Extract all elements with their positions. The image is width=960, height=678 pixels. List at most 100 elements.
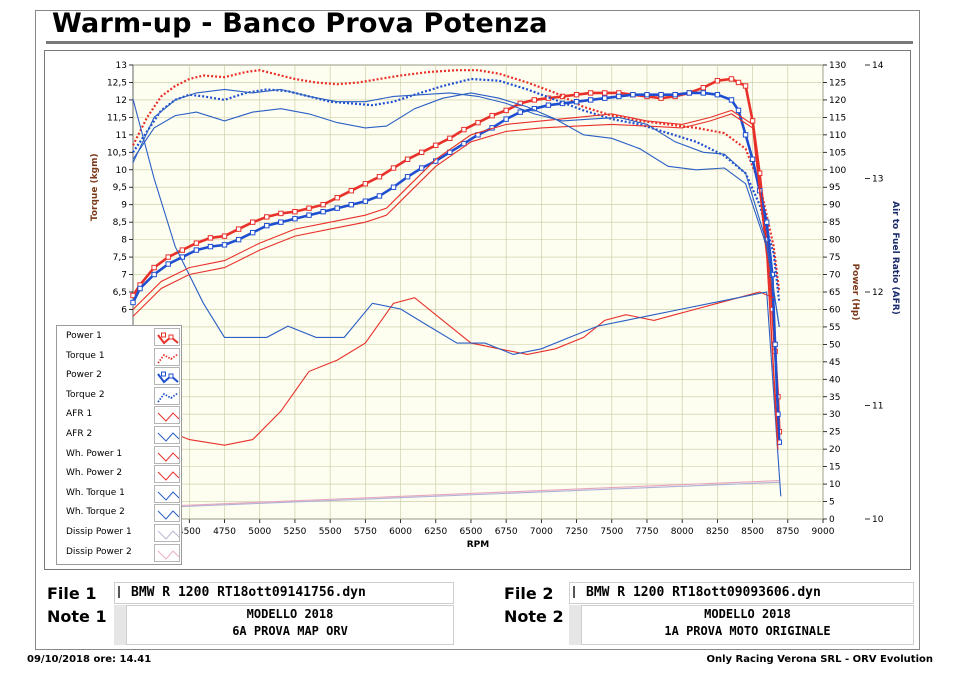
note2-line2: 1A PROVA MOTO ORIGINALE — [664, 624, 831, 638]
chart-panel: 4500 4750 5000 5250 5500 5750 6000 6250 6500 6750… — [44, 50, 911, 570]
point-power-2 — [320, 208, 326, 215]
legend-label: Wh. Torque 2 — [66, 507, 125, 518]
torque-tick-label: 9 — [121, 201, 127, 211]
x-tick-label: 5250 — [283, 527, 306, 537]
power-tick-label: 95 — [829, 183, 840, 193]
dyno-chart: 4500 4750 5000 5250 5500 5750 6000 6250 6500 6750… — [90, 61, 900, 550]
power-tick-label: 70 — [829, 271, 841, 281]
torque-tick-label: 6 — [121, 305, 127, 315]
power-tick-label: 20 — [829, 445, 841, 455]
point-power-2 — [418, 165, 425, 171]
power-tick-label: 100 — [829, 166, 846, 176]
point-power-1 — [390, 165, 397, 171]
legend-label: Dissip Power 2 — [66, 546, 132, 557]
x-tick-label: 4750 — [213, 527, 236, 537]
point-power-1 — [320, 201, 326, 208]
afr-tick-label: 13 — [872, 175, 883, 185]
point-power-1 — [749, 118, 756, 124]
power-tick-label: 115 — [829, 113, 846, 123]
point-power-2 — [137, 285, 143, 292]
legend-label: Dissip Power 1 — [66, 527, 132, 537]
x-tick-label: 7250 — [565, 527, 588, 537]
power-tick-label: 85 — [829, 218, 840, 228]
legend-label: Wh. Power 2 — [66, 468, 123, 479]
point-power-2 — [362, 198, 369, 204]
point-power-1 — [334, 195, 340, 201]
point-power-1 — [418, 149, 425, 156]
legend-swatch — [154, 445, 180, 464]
power-tick-label: 35 — [829, 393, 840, 403]
note1-line2: 6A PROVA MAP ORV — [232, 624, 348, 638]
x-tick-label: 7750 — [636, 527, 659, 537]
file1-name: BMW R 1200 RT18ott09141756.dyn — [131, 585, 366, 600]
x-tick-label: 6750 — [495, 527, 518, 537]
power-tick-label: 0 — [829, 515, 835, 525]
legend-label: Torque 2 — [66, 389, 105, 400]
x-tick-label: 6500 — [460, 527, 483, 537]
point-power-2 — [630, 91, 636, 98]
power-tick-label: 25 — [829, 428, 840, 438]
point-power-1 — [531, 97, 538, 103]
point-power-1 — [278, 210, 284, 217]
afr-tick-label: 14 — [872, 61, 884, 71]
point-power-2 — [292, 215, 298, 222]
power-tick-label: 15 — [829, 463, 840, 473]
series-line-afr-1 — [132, 291, 774, 446]
point-power-1 — [433, 142, 439, 149]
point-power-2 — [221, 242, 228, 248]
power-axis-title: Power (Hp) — [850, 264, 860, 321]
point-power-2 — [278, 219, 284, 225]
power-tick-label: 90 — [829, 201, 841, 211]
legend-label: Wh. Torque 1 — [66, 487, 125, 498]
point-power-1 — [447, 135, 453, 142]
title-divider — [46, 41, 913, 44]
page-title: Warm-up - Banco Prova Potenza — [52, 8, 548, 39]
power-tick-label: 30 — [829, 410, 841, 420]
note1-box: MODELLO 2018 6A PROVA MAP ORV — [126, 605, 454, 645]
point-power-2 — [193, 247, 200, 253]
point-power-1 — [207, 235, 214, 241]
point-power-2 — [207, 243, 214, 250]
note2-box: MODELLO 2018 1A PROVA MOTO ORIGINALE — [581, 605, 914, 645]
power-tick-label: 105 — [829, 148, 846, 158]
note2-label: Note 2 — [504, 607, 564, 626]
torque-tick-label: 11,5 — [107, 113, 127, 123]
file1-name-field: BMW R 1200 RT18ott09141756.dyn — [114, 582, 454, 604]
torque-tick-label: 9,5 — [113, 183, 127, 193]
point-power-1 — [700, 85, 707, 91]
power-tick-label: 5 — [829, 498, 835, 508]
point-power-1 — [475, 119, 481, 126]
legend-swatch — [154, 406, 180, 425]
point-power-2 — [728, 97, 735, 103]
point-power-2 — [306, 212, 312, 218]
point-power-2 — [334, 205, 340, 211]
legend-label: AFR 1 — [66, 409, 93, 420]
point-power-1 — [714, 78, 721, 84]
point-power-2 — [602, 95, 608, 101]
note1-label: Note 1 — [47, 607, 107, 626]
point-power-1 — [461, 126, 467, 133]
x-tick-label: 8500 — [741, 527, 764, 537]
point-power-2 — [658, 91, 664, 98]
point-power-1 — [249, 219, 256, 225]
legend-swatch — [154, 328, 180, 346]
x-tick-label: 7500 — [600, 527, 623, 537]
series-line-wh-power-2 — [132, 109, 779, 443]
point-power-2 — [686, 90, 692, 96]
legend-label: AFR 2 — [66, 429, 93, 439]
note2-side-bar — [569, 605, 581, 645]
note2-line1: MODELLO 2018 — [704, 607, 791, 621]
power-tick-label: 125 — [829, 78, 846, 88]
legend-item: AFR 2 — [57, 426, 181, 445]
point-power-2 — [587, 97, 594, 103]
series-line-afr-2 — [132, 98, 782, 497]
series-line-wh-torque-2 — [132, 88, 780, 327]
point-power-2 — [264, 222, 270, 229]
point-power-2 — [672, 91, 678, 98]
power-tick-label: 130 — [829, 61, 846, 71]
x-axis-title: RPM — [467, 540, 490, 550]
point-power-2 — [735, 107, 742, 114]
chart-legend: Power 1 Torque 1 Power 2 Torque 2 AFR 1 AFR 2… — [56, 325, 182, 565]
torque-tick-label: 7 — [121, 271, 127, 281]
x-tick-label: 9000 — [812, 527, 835, 537]
